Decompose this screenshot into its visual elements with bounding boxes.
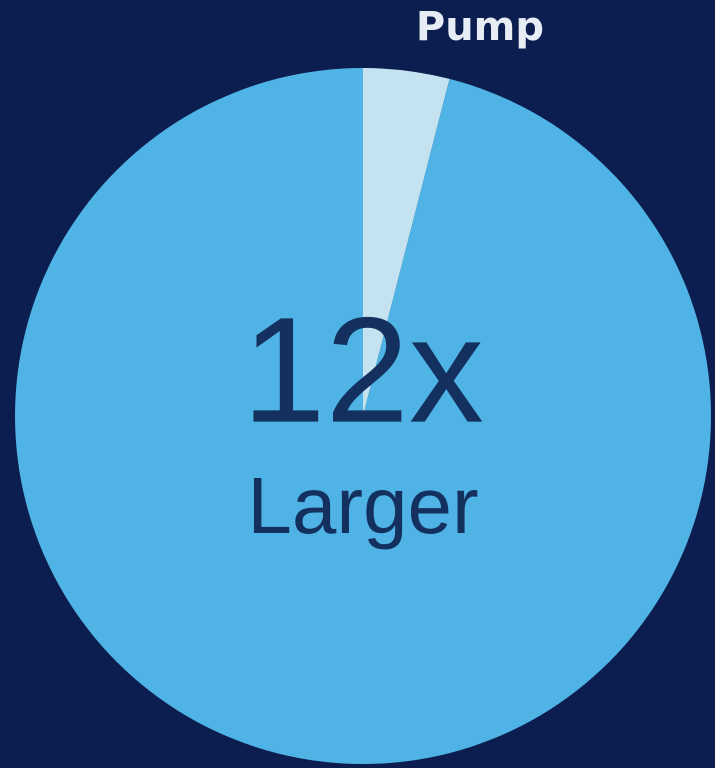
center-caption: Larger	[247, 461, 478, 550]
slice-label: Pump	[416, 4, 544, 50]
pie-slice	[14, 68, 711, 764]
pie-slice	[363, 68, 450, 416]
center-number: 12x	[242, 286, 484, 454]
